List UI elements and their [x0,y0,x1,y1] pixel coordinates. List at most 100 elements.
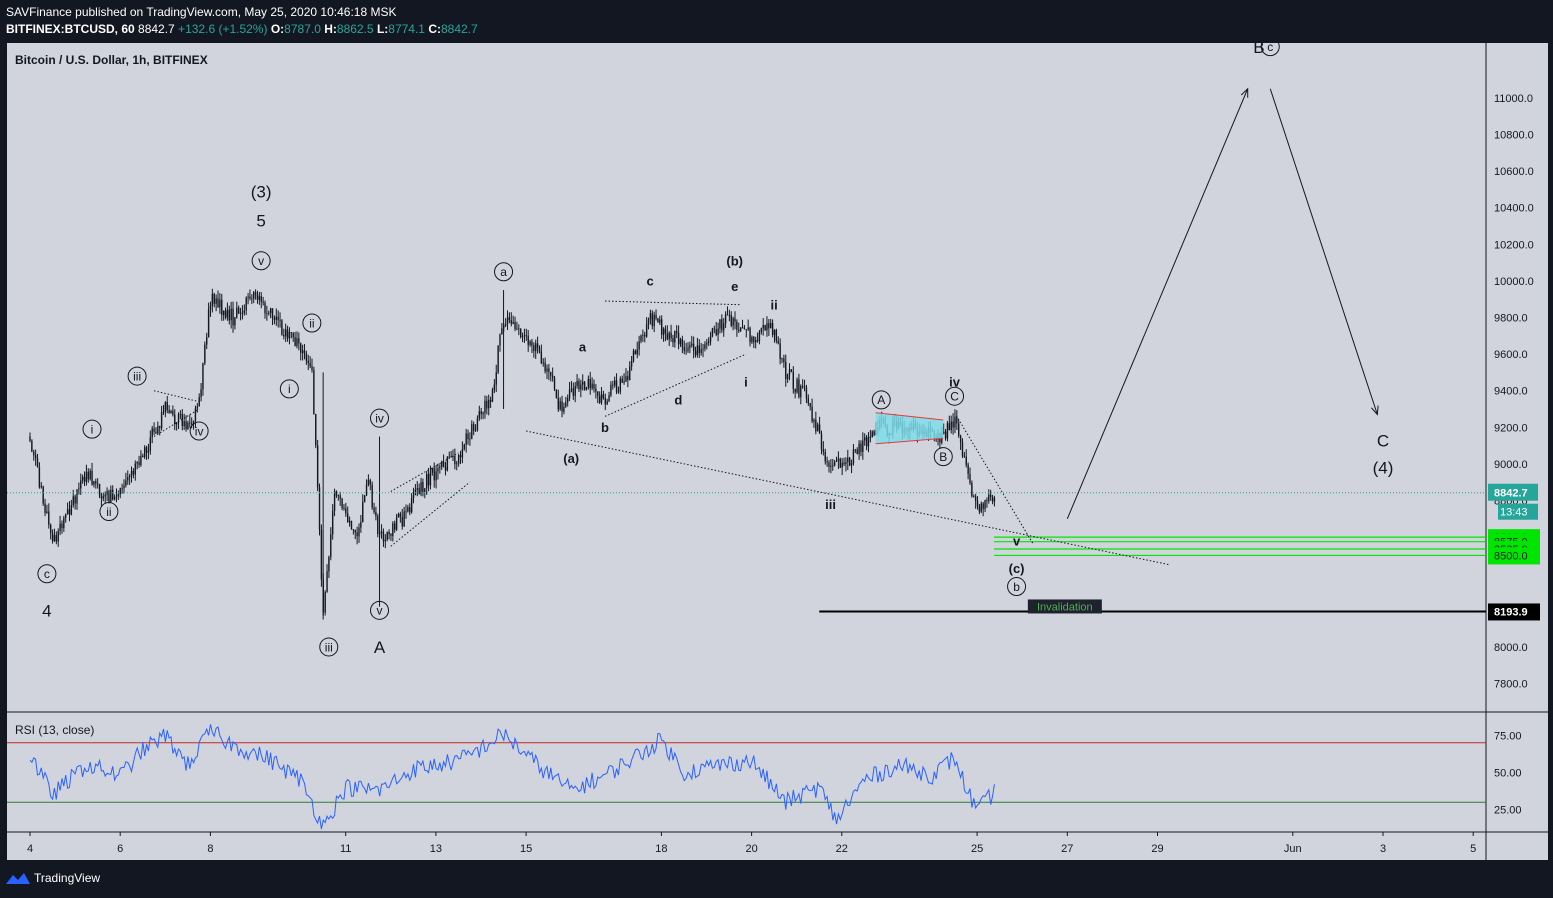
candle-body [38,466,41,488]
candle-body [991,497,994,502]
candle-body [809,403,811,407]
countdown-label: 13:43 [1500,507,1528,519]
candle-body [869,436,872,438]
candle-body [324,592,326,613]
candle-body [555,389,558,398]
candle-body [213,293,215,304]
candle-body [715,329,717,335]
time-axis: 4 6 8 11 13 15 18 20 22 25 27 29 Jun 3 5 [27,832,1476,855]
candle-body [743,327,746,330]
candle-body [615,380,618,392]
low-label: L: [376,22,389,36]
wave-label-circle [370,408,390,428]
candle-body [969,473,971,483]
candle-body [751,337,753,343]
candle-body [34,455,37,459]
candle-body [980,503,982,512]
candle-body [570,388,573,390]
projection-arrow-up [1066,88,1249,520]
candle-body [785,361,787,380]
candle-body [281,320,283,335]
candle-body [454,455,456,465]
price-tick-label: 10000.0 [1494,276,1534,288]
candle-body [525,335,528,337]
candle-body [587,379,590,388]
candle-body [399,513,402,517]
time-tick-label: 3 [1380,843,1386,855]
publisher-line: SAVFinance published on TradingView.com,… [6,5,397,19]
candle-body [444,467,447,471]
candle-body [535,343,537,352]
candle-body [66,509,69,515]
candle-body [472,424,475,431]
candle-body [841,462,843,468]
candle-body [745,329,747,330]
candle-body [40,486,42,488]
candle-body [204,344,206,364]
candle-body [561,401,563,412]
candle-body [580,384,582,390]
candle-body [711,328,714,337]
candle-body [942,431,945,434]
wave-label-circle [319,637,339,657]
candle-body [792,371,794,389]
candle-body [100,495,103,499]
candle-body [668,332,670,340]
candle-body [286,329,289,339]
candle-body [709,336,712,342]
candle-body [826,461,828,463]
candle-body [538,347,541,352]
candle-body [762,324,764,329]
candle-body [102,496,105,499]
candle-body [632,350,635,361]
candle-body [954,416,956,428]
candle-body [566,397,569,403]
candle-body [550,372,552,376]
candle-body [249,296,251,299]
candle-body [959,435,962,443]
candle-body [766,323,768,331]
candle-body [429,472,432,486]
candle-body [480,411,482,415]
candle-body [548,368,550,373]
wave-label-circle [1007,577,1027,597]
candle-body [181,413,183,426]
candle-body [974,496,977,501]
candle-body [427,474,430,486]
candle-body [123,485,125,488]
candle-body [207,309,210,338]
candle-body [989,494,992,498]
candle-body [771,322,774,335]
candle-body [277,316,279,321]
candle-body [300,343,302,353]
candle-body [956,416,958,424]
candle-body [232,308,234,326]
candle-body [606,401,608,405]
candle-body [76,489,78,504]
candle-body [617,391,620,393]
candle-body [565,402,567,407]
candle-body [424,488,426,492]
candle-body [747,327,749,330]
candle-body [108,491,110,503]
candle-body [758,331,761,342]
candle-body [531,341,533,346]
time-tick-label: 5 [1470,843,1476,855]
wave-label-circle [945,386,965,406]
candle-body [629,366,631,380]
candle-body [593,383,595,389]
candle-body [461,449,464,458]
candle-body [598,395,601,403]
candle-body [728,315,731,316]
candle-body [672,338,674,343]
candle-body [660,319,663,335]
candle-body [871,431,873,438]
candle-body [790,369,793,372]
wave-label: iii [325,640,333,654]
candle-body [183,421,185,426]
candle-body [365,484,368,496]
candle-body [630,360,633,367]
candle-body [80,480,82,489]
candle-body [698,345,700,354]
